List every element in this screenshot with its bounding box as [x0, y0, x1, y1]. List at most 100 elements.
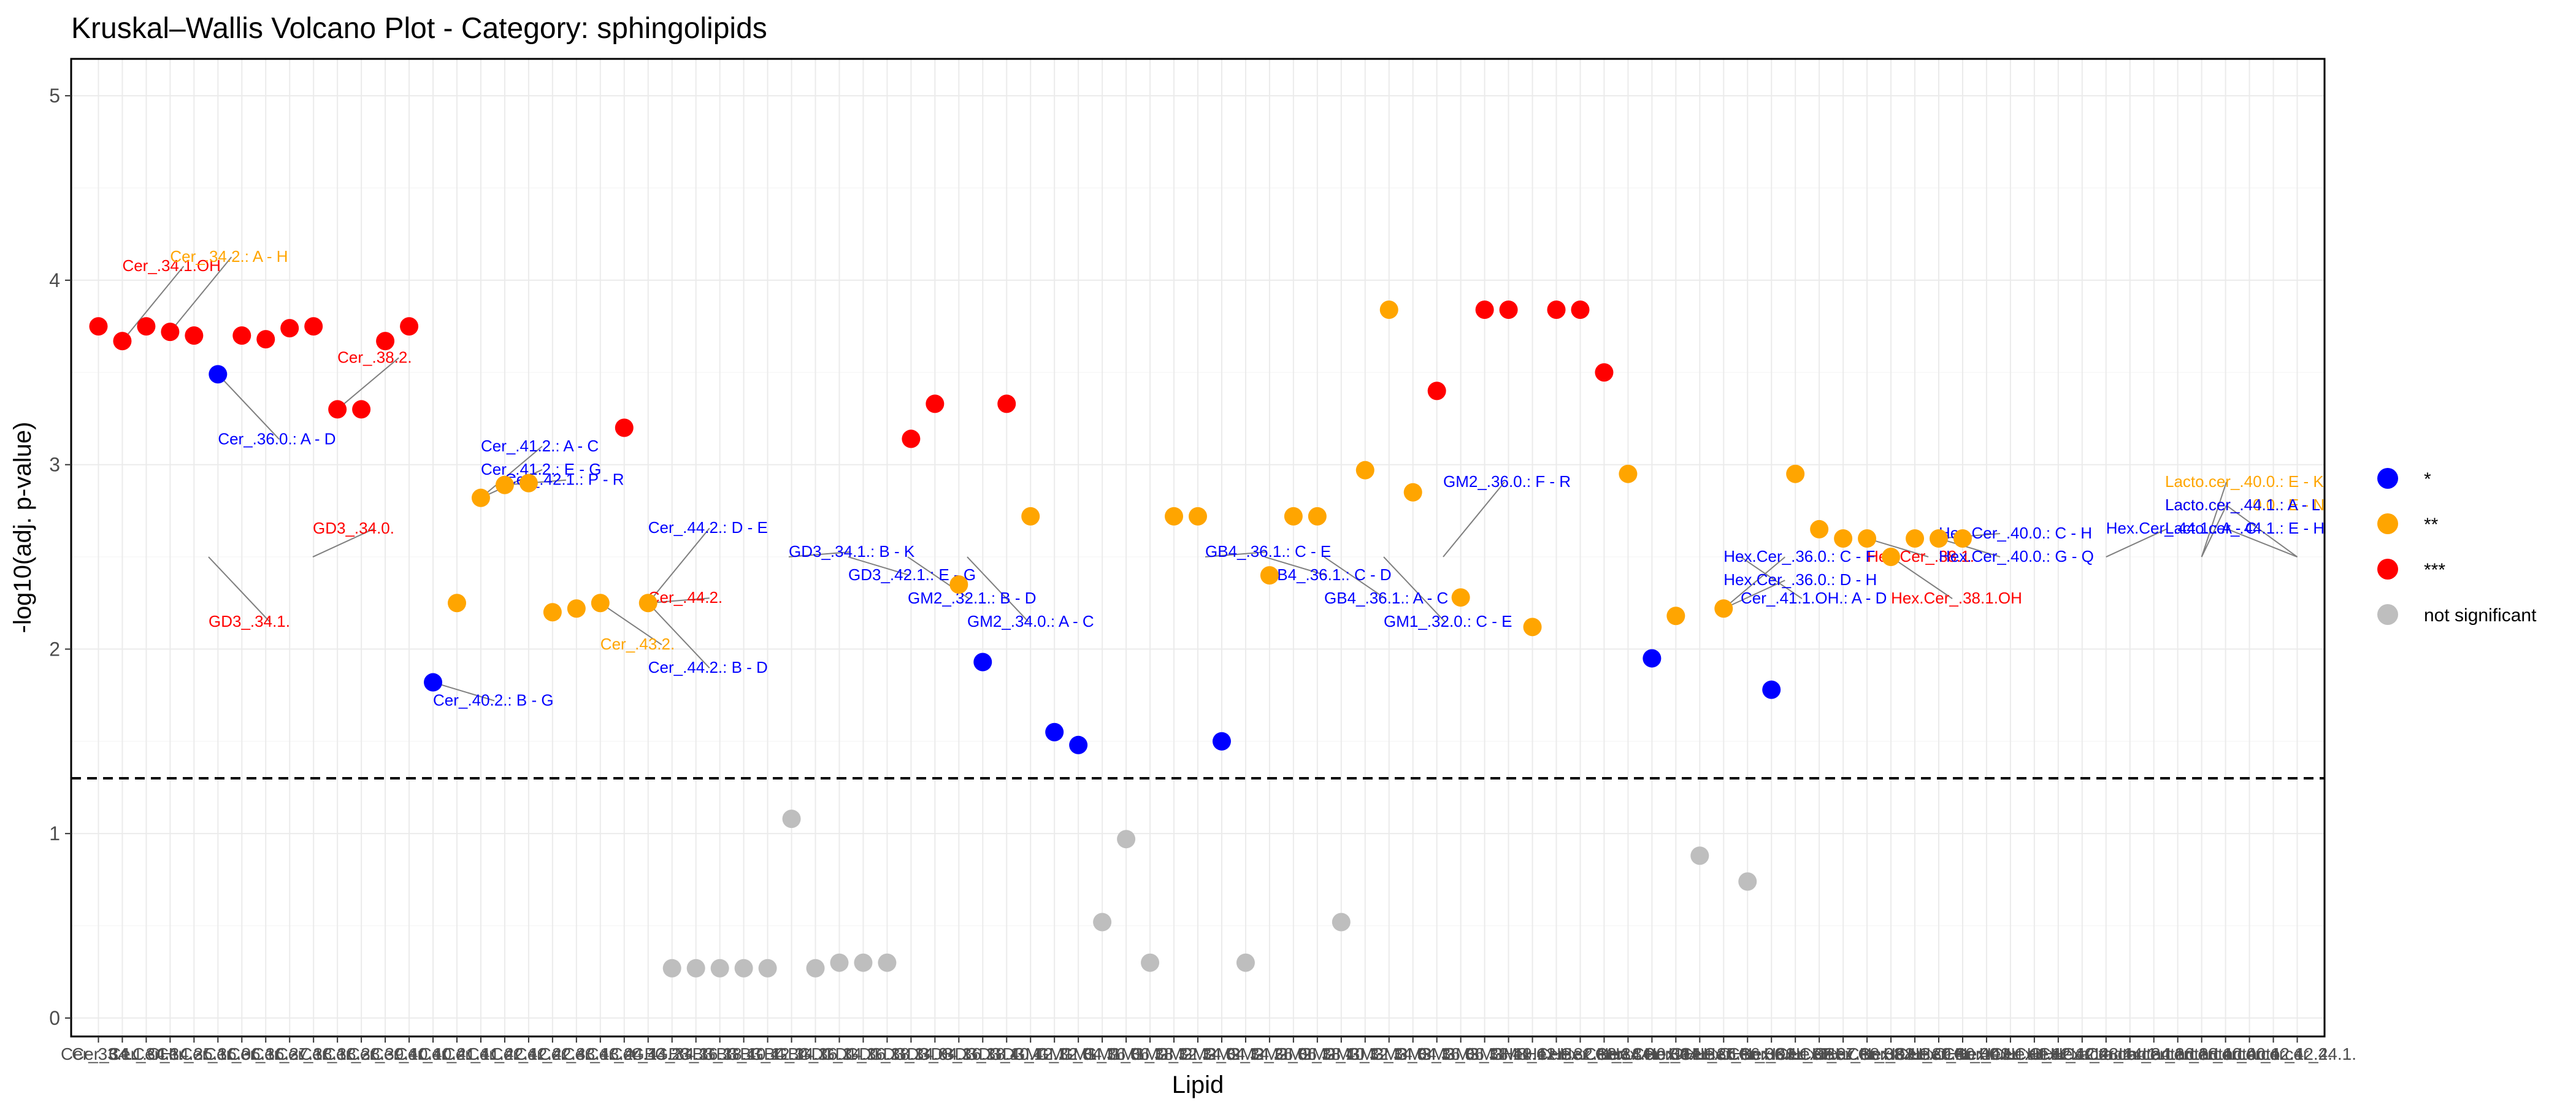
label-connector: [169, 256, 232, 332]
x-tick-label: Cer_39.1.: [348, 1044, 423, 1063]
data-point: [1953, 529, 1972, 548]
x-tick-label: GB3_42.1.: [727, 1044, 809, 1063]
point-label: Lacto.cer_.44.1.: A - L: [2165, 496, 2320, 514]
x-tick-label: GB4_36.1.: [775, 1044, 857, 1063]
data-point: [376, 332, 395, 351]
data-point: [1666, 607, 1685, 626]
label-connector: [312, 528, 375, 557]
label-connector: [1264, 556, 1327, 576]
label-connector: [2226, 505, 2298, 557]
data-point: [710, 959, 729, 978]
x-tick-label: Cer_38.2.: [300, 1044, 375, 1063]
data-point: [1475, 301, 1494, 320]
x-tick-label: Cer_38.3.: [324, 1044, 399, 1063]
point-label: Cer_.40.2.: B - G: [433, 691, 554, 710]
x-tick-label: Cer_33.1.: [61, 1044, 136, 1063]
data-point: [328, 400, 347, 419]
data-point: [1738, 872, 1757, 891]
x-tick-label: GM2_36.0.: [1227, 1044, 1313, 1063]
x-tick-label: GD3_34.0.: [870, 1044, 953, 1063]
data-point: [1045, 722, 1064, 741]
data-point: [1212, 732, 1231, 751]
point-label: GD3_.34.1.: B - K: [789, 542, 915, 561]
data-point: [1930, 529, 1948, 548]
x-tick-label: Lacto.cer_40.1.: [2166, 1044, 2285, 1063]
x-tick-label: GM2_40.1.: [1299, 1044, 1384, 1063]
point-label: Cer_.44.2.: D - E: [648, 518, 768, 537]
y-tick-label: 3: [49, 454, 60, 476]
point-label: GB4_.36.1.: C - E: [1205, 542, 1331, 561]
label-connector: [1443, 481, 1505, 557]
x-tick-label: GM3_40.1.: [1466, 1044, 1551, 1063]
data-point: [1260, 566, 1279, 585]
data-point: [1332, 913, 1351, 932]
point-label: Cer_.44.2.: [648, 588, 723, 607]
data-point: [830, 953, 849, 972]
data-point: [902, 429, 921, 448]
point-label: Lacto.cer_.44.1.: E - H: [2165, 519, 2325, 537]
data-point: [1236, 953, 1255, 972]
x-tick-label: Hex.Cer_34.1.OH: [1608, 1044, 1744, 1063]
x-tick-label: GM3_36.1.: [1418, 1044, 1503, 1063]
point-label: GD3_.34.0.: [313, 519, 394, 537]
x-tick-label: GD1_34.1.: [798, 1044, 881, 1063]
label-connector: [2201, 505, 2227, 557]
y-axis-title: -log10(adj. p-value): [9, 422, 36, 634]
legend-label: **: [2424, 515, 2439, 535]
data-point: [1379, 301, 1398, 320]
data-point: [686, 959, 705, 978]
x-tick-label: Hex.Cer_42.2.: [2003, 1044, 2114, 1063]
data-point: [1882, 548, 1901, 567]
label-connector: [648, 602, 710, 668]
label-connector: [1740, 556, 1803, 599]
data-point: [1762, 680, 1781, 699]
point-label: GB4_.36.1.: A - C: [1324, 589, 1448, 607]
data-point: [1021, 507, 1040, 526]
label-connector: [1205, 551, 1267, 558]
label-connector: [1723, 556, 1785, 610]
data-point: [878, 953, 897, 972]
x-tick-label: Cer_42.3.: [515, 1044, 590, 1063]
y-tick-label: 2: [49, 638, 60, 660]
data-point: [424, 673, 443, 692]
label-connector: [600, 602, 662, 646]
y-tick-label: 5: [49, 85, 60, 107]
data-point: [1189, 507, 1207, 526]
data-point: [161, 323, 180, 342]
point-label: GM2_.32.1.: B - D: [908, 589, 1037, 607]
data-points: [89, 301, 1972, 978]
legend-label: not significant: [2424, 605, 2537, 626]
x-tick-label: Hex.Cer_34.1.: [1597, 1044, 1708, 1063]
label-connector: [1866, 538, 1929, 557]
x-tick-label: Hex.Cer_36.1.: [1692, 1044, 1803, 1063]
x-tick-label: GM2_32.1.: [1132, 1044, 1217, 1063]
x-tick-label: Hex.Cer_36.0.: [1668, 1044, 1779, 1063]
point-label: Hex.Cer_.36.0.: C - F: [1723, 547, 1875, 565]
data-point: [519, 473, 538, 492]
data-point: [1810, 519, 1829, 538]
data-point: [1523, 618, 1542, 637]
data-point: [782, 810, 801, 829]
point-label: GM1_.32.0.: C - E: [1384, 612, 1512, 630]
x-tick-label: Hex.Cer_44.1.: [2051, 1044, 2162, 1063]
legend-marker: [2377, 468, 2398, 489]
data-point: [973, 653, 992, 672]
y-axis: 0 1 2 3 4 5: [49, 85, 71, 1029]
data-point: [1117, 830, 1136, 849]
data-point: [113, 332, 132, 351]
x-tick-label: Cer_34.1.: [109, 1044, 184, 1063]
x-tick-label: Lacto.cer_34.1.: [2071, 1044, 2189, 1063]
data-point: [1906, 529, 1925, 548]
data-point: [949, 575, 968, 594]
x-tick-label: Cer_40.2.: [396, 1044, 471, 1063]
x-tick-label: Cer_38.1.: [276, 1044, 351, 1063]
x-tick-label: Hex.Cer_40.0.: [1884, 1044, 1995, 1063]
data-point: [543, 603, 562, 622]
data-point: [280, 319, 299, 338]
y-tick-label: 1: [49, 822, 60, 845]
data-point: [926, 394, 945, 413]
label-connector: [2106, 528, 2168, 557]
point-label: Hex.Cer_.36.0.: D - H: [1723, 570, 1877, 589]
data-point: [256, 330, 275, 349]
